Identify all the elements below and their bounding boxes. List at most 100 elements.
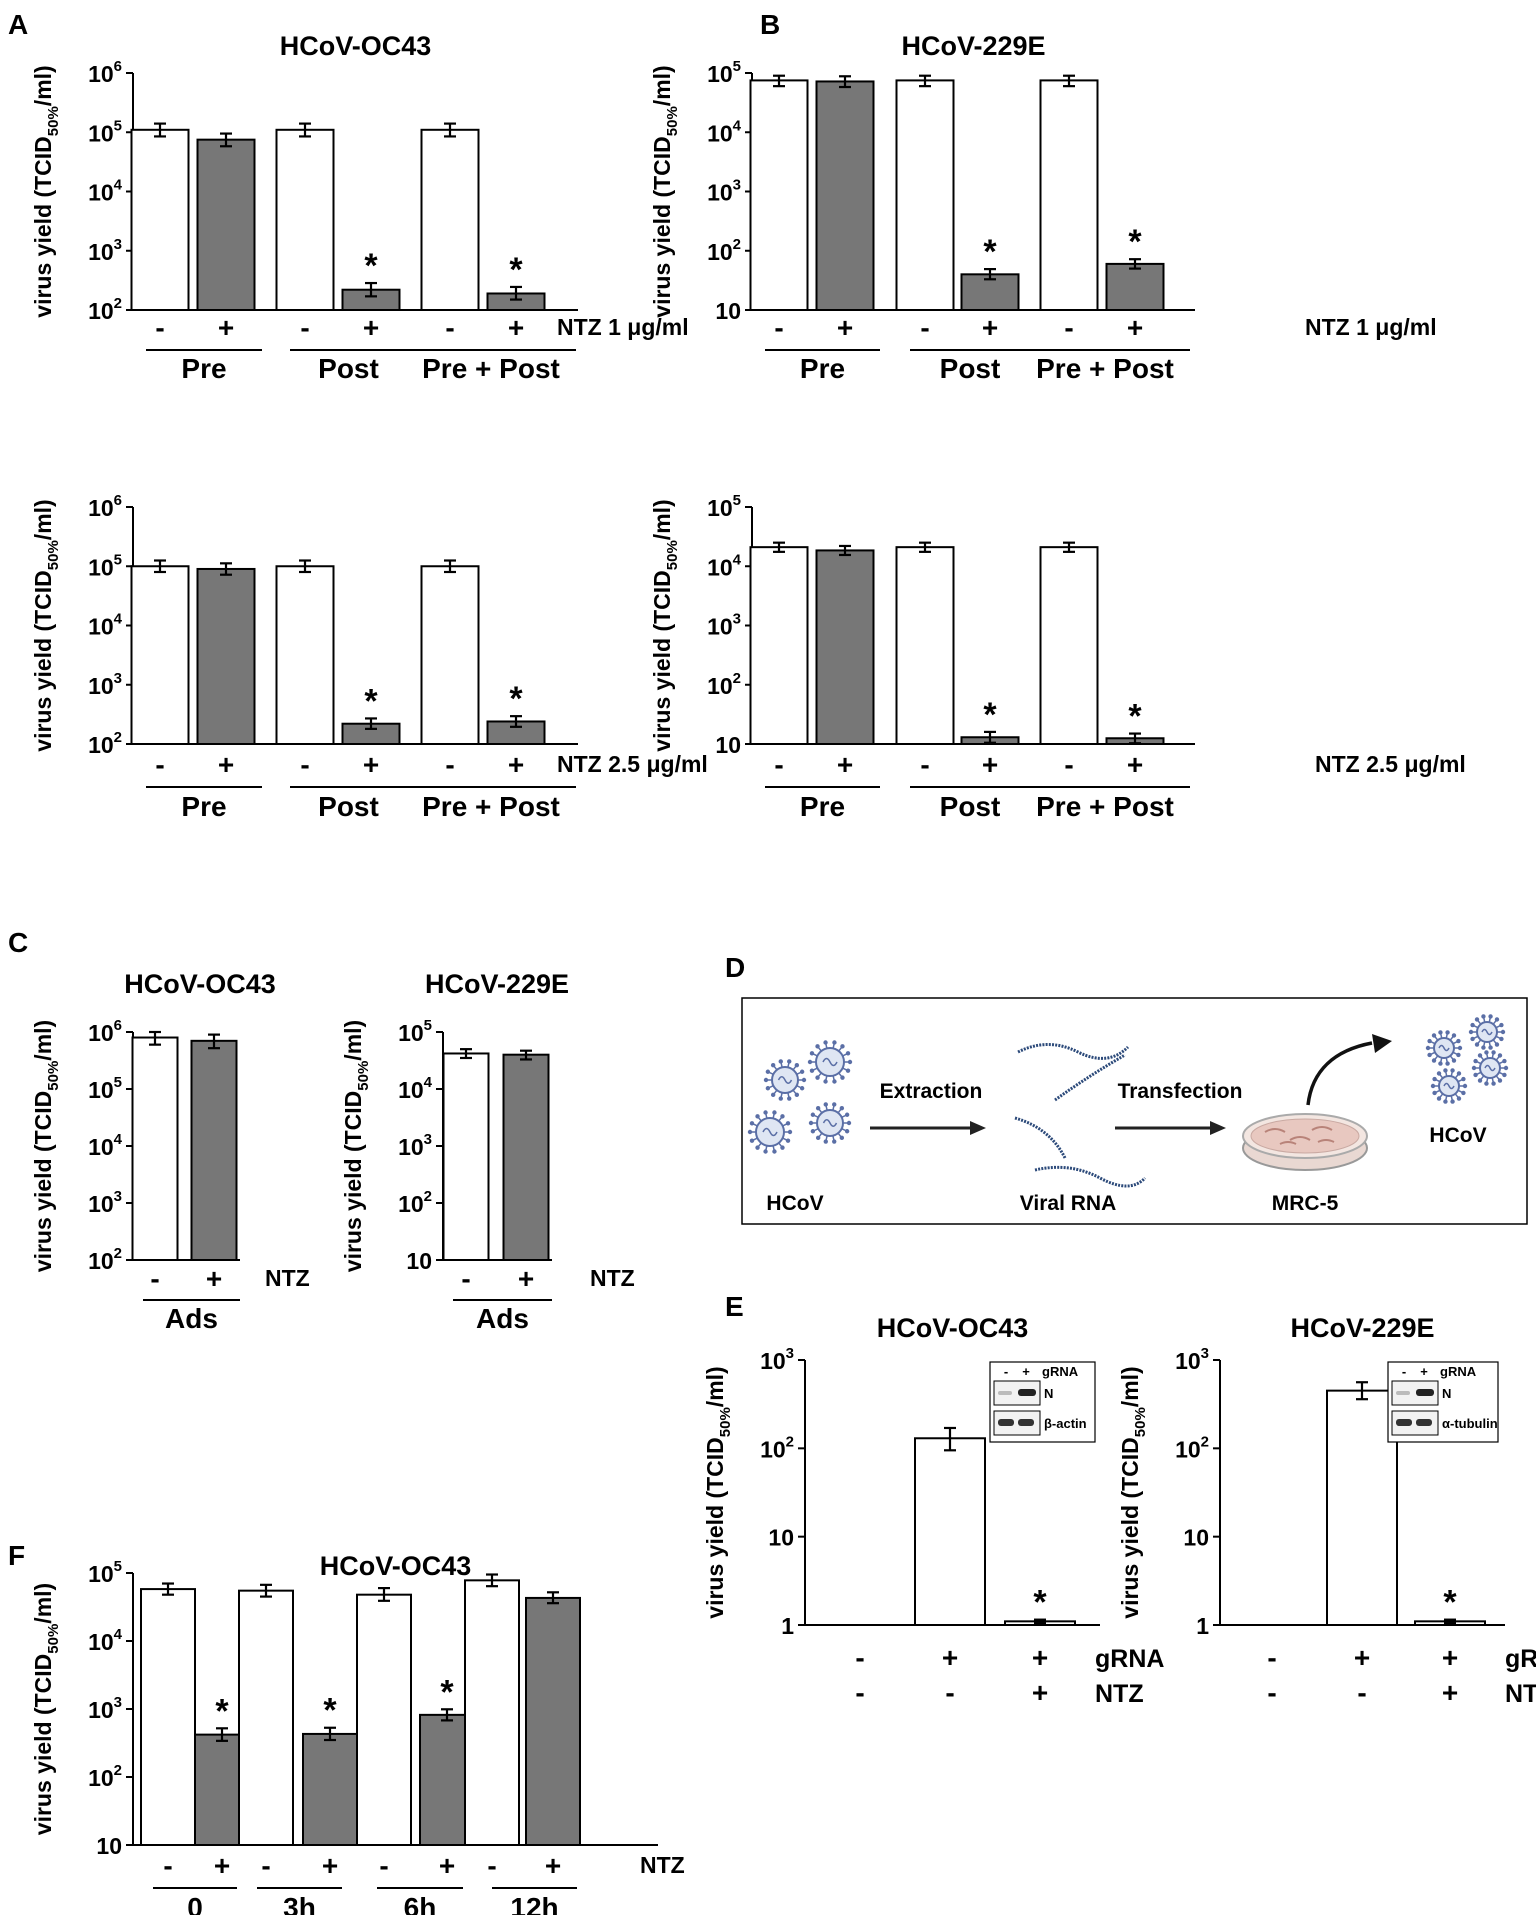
bar [895,546,955,745]
spike-tip [1474,1042,1480,1047]
spike-tip [787,1096,792,1101]
tick-base: 10 [760,1436,786,1462]
y-tick-label: 105 [88,117,122,146]
tick-exponent: 3 [733,177,741,194]
group-label: Ads [476,1303,529,1334]
tick-base: 10 [88,180,114,206]
y-axis-label: virus yield (TCID50%/ml) [340,1020,372,1272]
spike-tip [1484,1050,1489,1055]
tick-exponent: 5 [733,492,741,509]
bar [464,1579,520,1846]
y-label-subscript: 50% [1132,1407,1149,1437]
tick-base: 1 [781,1613,794,1639]
treatment-label: NTZ 1 μg/ml [1305,314,1437,340]
category-label-grna: + [1354,1642,1370,1673]
group-label: Post [318,791,379,822]
y-tick-label: 103 [707,611,741,640]
y-tick-label: 106 [88,58,122,87]
category-label: + [545,1850,561,1881]
bar [302,1732,358,1847]
y-label-subscript: 50% [45,106,62,136]
bar [442,1052,490,1261]
y-tick-label: 105 [88,551,122,580]
tick-base: 10 [96,1833,122,1859]
spike-tip [1431,1033,1437,1038]
bar [502,1053,550,1262]
spike-tip [1473,1072,1478,1078]
spike-tip [1470,1022,1475,1028]
y-tick-label: 10 [406,1248,432,1274]
panel-letter-a: A [8,9,28,40]
inset-label-n: N [1442,1386,1451,1401]
bar [749,79,809,311]
bar [131,1036,179,1262]
row-label-grna: gRNA [1505,1645,1536,1673]
spike-tip [808,1120,814,1126]
group-label: Post [940,791,1001,822]
spike-tip [770,1092,776,1098]
curved-arrow-icon [1306,1034,1392,1106]
panel-d: D HCoV Extraction Viral RNA Transfection… [725,952,1528,1225]
y-axis-label: virus yield (TCID50%/ml) [30,1583,62,1835]
y-tick-label: 103 [1175,1345,1209,1374]
spike-tip [763,1077,769,1083]
tick-exponent: 3 [114,1188,122,1205]
y-label-subscript: 50% [664,540,681,570]
spike-tip [780,1114,785,1119]
rna-strand [1014,1116,1067,1159]
spike-tip [799,1069,805,1074]
category-label: + [837,312,853,343]
tick-base: 10 [88,1134,114,1160]
y-label-main: virus yield (TCID [649,570,675,751]
spike-tip [1474,1017,1480,1022]
category-label: + [508,749,524,780]
treatment-label: NTZ 1 μg/ml [557,314,689,340]
y-label-main: virus yield (TCID [30,570,56,751]
tick-base: 10 [707,61,733,87]
label-viral-rna: Viral RNA [1020,1192,1116,1215]
tick-exponent: 2 [1201,1433,1209,1450]
inset-header-grna: gRNA [1042,1364,1079,1379]
tick-base: 10 [398,1020,424,1046]
spike-tip [1488,1045,1493,1050]
significance-asterisk: * [1128,698,1142,736]
spike-tip [810,1112,816,1117]
tick-base: 10 [715,298,741,324]
tick-exponent: 3 [114,236,122,253]
y-tick-label: 103 [760,1345,794,1374]
spike-tip [801,1077,807,1083]
significance-asterisk: * [1128,223,1142,261]
tick-exponent: 4 [733,117,742,134]
tick-exponent: 3 [424,1131,432,1148]
y-tick-label: 102 [88,729,122,758]
y-tick-label: 102 [707,670,741,699]
bar [238,1589,294,1847]
spike-tip [787,1059,792,1064]
category-label: + [508,312,524,343]
y-tick-label: 105 [398,1017,432,1046]
spike-tip [1457,1045,1463,1051]
tick-base: 10 [398,1134,424,1160]
spike-tip [815,1075,820,1080]
spike-tip [809,1068,815,1073]
spike-tip [1451,1033,1457,1038]
spike-tip [1491,1050,1496,1055]
blot-band-loading-1 [1396,1419,1412,1426]
tick-exponent: 2 [733,236,741,253]
group-label: Pre + Post [1036,791,1174,822]
petri-dish-icon [1242,1113,1368,1171]
tick-exponent: 5 [114,1074,122,1091]
spike-tip [845,1068,851,1073]
western-blot-inset: - + gRNA Nα-tubulin [1387,1361,1499,1443]
group-label: Post [940,353,1001,384]
spike-tip [1450,1099,1455,1104]
spike-tip [847,1059,853,1065]
y-axis-label: virus yield (TCID50%/ml) [30,1020,62,1272]
genome [1481,1028,1493,1036]
category-label: - [163,1850,172,1881]
category-label-ntz: - [1267,1677,1276,1708]
